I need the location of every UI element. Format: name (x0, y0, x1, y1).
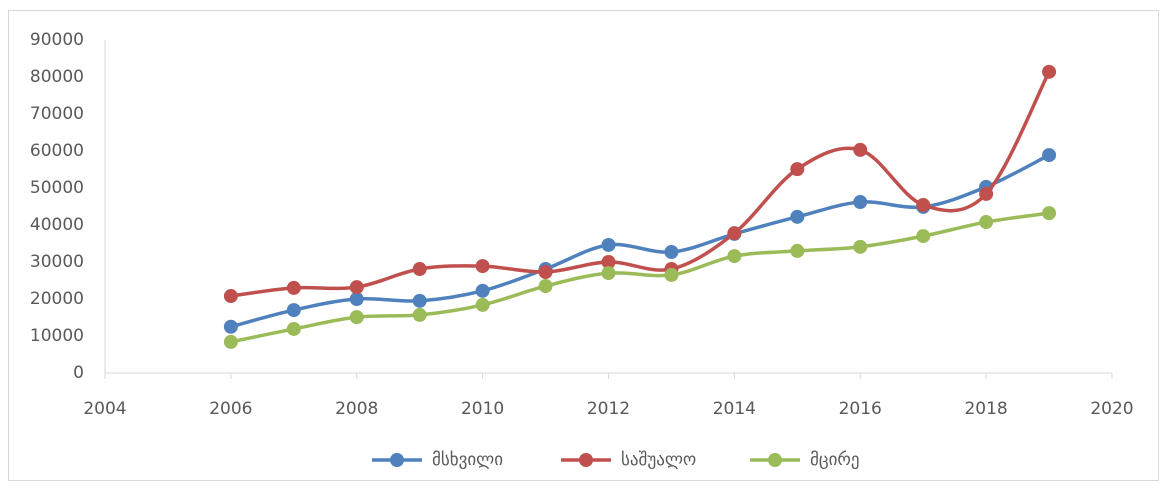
y-tick-label: 10000 (30, 326, 84, 346)
y-tick-label: 60000 (30, 141, 84, 161)
y-tick-label: 20000 (30, 289, 84, 309)
data-point (790, 162, 805, 177)
y-tick-label: 40000 (30, 215, 84, 235)
data-point (979, 186, 994, 201)
data-point (601, 266, 616, 281)
data-point (475, 259, 490, 274)
data-point (412, 262, 427, 277)
y-tick-label: 50000 (30, 178, 84, 198)
data-point (916, 229, 931, 244)
data-point (475, 297, 490, 312)
data-point (601, 255, 616, 269)
data-point (727, 226, 742, 241)
data-point (1042, 206, 1057, 221)
y-tick-label: 70000 (30, 104, 84, 124)
legend-label: მცირე (810, 450, 860, 470)
data-point (853, 239, 868, 254)
data-point (412, 293, 427, 308)
data-point (853, 142, 868, 157)
data-point (664, 267, 679, 282)
legend-label: საშუალო (621, 450, 696, 470)
data-point (286, 321, 301, 336)
legend-label: მსხვილი (432, 450, 503, 470)
data-point (349, 280, 364, 295)
data-point (664, 245, 679, 260)
data-point (727, 249, 742, 264)
data-point (538, 264, 553, 279)
x-tick-label: 2004 (83, 399, 126, 419)
data-point (349, 292, 364, 306)
y-tick-label: 80000 (30, 67, 84, 87)
x-tick-label: 2012 (587, 399, 630, 419)
x-tick-label: 2016 (839, 399, 882, 419)
data-point (916, 198, 931, 213)
x-tick-label: 2006 (209, 399, 252, 419)
legend-marker (768, 453, 782, 467)
chart-frame (8, 10, 1159, 481)
data-point (412, 307, 427, 322)
x-tick-label: 2008 (335, 399, 378, 419)
legend-marker (390, 453, 404, 467)
data-point (979, 215, 994, 230)
y-tick-label: 30000 (30, 252, 84, 272)
data-point (538, 279, 553, 294)
legend-marker (579, 453, 593, 467)
x-tick-label: 2018 (964, 399, 1007, 419)
data-point (1042, 64, 1057, 79)
data-point (286, 303, 301, 318)
y-tick-label: 0 (73, 363, 84, 383)
data-point (853, 195, 868, 210)
x-tick-label: 2020 (1090, 399, 1133, 419)
data-point (349, 310, 364, 325)
data-point (601, 237, 616, 252)
data-point (286, 280, 301, 295)
x-tick-label: 2014 (713, 399, 756, 419)
data-point (223, 334, 238, 349)
data-point (223, 289, 238, 304)
data-point (223, 319, 238, 334)
data-point (790, 243, 805, 258)
data-point (790, 209, 805, 224)
data-point (475, 283, 490, 298)
data-point (1042, 148, 1057, 163)
x-tick-label: 2010 (461, 399, 504, 419)
y-tick-label: 90000 (30, 30, 84, 50)
